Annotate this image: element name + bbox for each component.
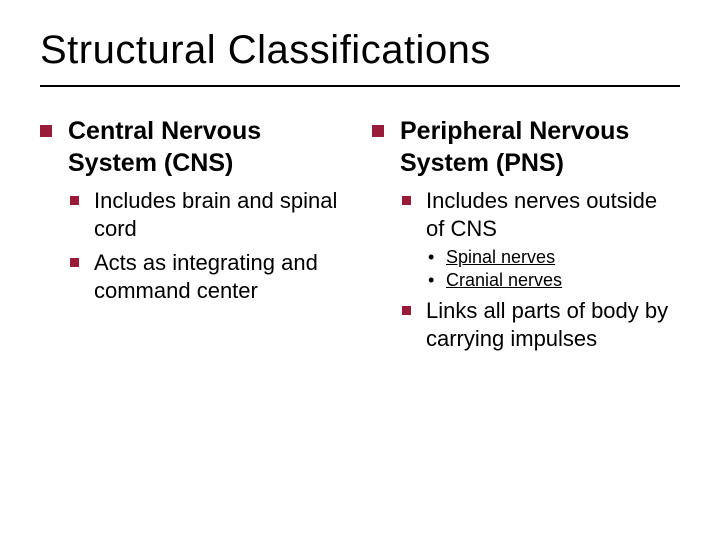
list-item: Cranial nerves — [426, 270, 680, 291]
list-item: Includes nerves outside of CNS Spinal ne… — [400, 187, 680, 291]
list-item: Links all parts of body by carrying impu… — [400, 297, 680, 353]
list-item: Spinal nerves — [426, 247, 680, 268]
pns-sublist: Includes nerves outside of CNS Spinal ne… — [400, 187, 680, 354]
title-underline — [40, 85, 680, 87]
pns-item-0-sublist: Spinal nerves Cranial nerves — [426, 247, 680, 291]
pns-sub-1: Cranial nerves — [446, 270, 562, 290]
content-columns: Central Nervous System (CNS) Includes br… — [40, 115, 680, 362]
slide-title: Structural Classifications — [40, 28, 680, 83]
left-column: Central Nervous System (CNS) Includes br… — [40, 115, 348, 362]
cns-item-0: Includes brain and spinal cord — [94, 187, 348, 243]
cns-heading: Central Nervous System (CNS) — [68, 115, 348, 179]
pns-heading: Peripheral Nervous System (PNS) — [400, 115, 680, 179]
pns-item-0: Includes nerves outside of CNS — [426, 187, 680, 243]
right-column: Peripheral Nervous System (PNS) Includes… — [372, 115, 680, 362]
list-item: Acts as integrating and command center — [68, 249, 348, 305]
cns-item-1: Acts as integrating and command center — [94, 249, 348, 305]
pns-item-1: Links all parts of body by carrying impu… — [426, 297, 680, 353]
list-item: Includes brain and spinal cord — [68, 187, 348, 243]
pns-sub-0: Spinal nerves — [446, 247, 555, 267]
list-item: Central Nervous System (CNS) Includes br… — [40, 115, 348, 306]
left-lvl1-list: Central Nervous System (CNS) Includes br… — [40, 115, 348, 306]
list-item: Peripheral Nervous System (PNS) Includes… — [372, 115, 680, 354]
slide: Structural Classifications Central Nervo… — [0, 0, 720, 540]
right-lvl1-list: Peripheral Nervous System (PNS) Includes… — [372, 115, 680, 354]
cns-sublist: Includes brain and spinal cord Acts as i… — [68, 187, 348, 306]
